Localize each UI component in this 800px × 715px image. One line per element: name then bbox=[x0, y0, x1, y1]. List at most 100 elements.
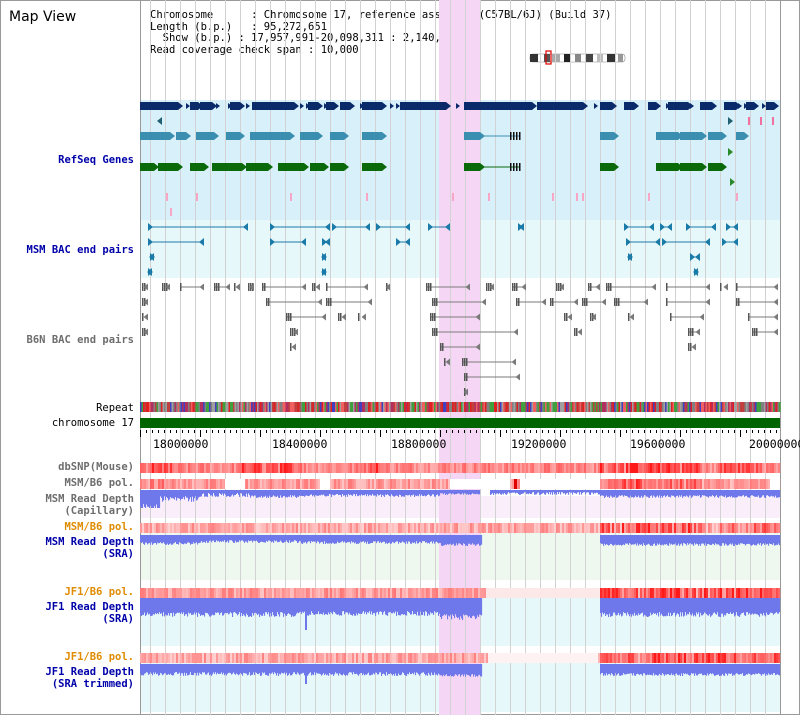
track-label-chromosome: chromosome 17 bbox=[51, 417, 134, 429]
track-label-jf1-depth-sra[interactable]: JF1 Read Depth (SRA) bbox=[45, 601, 134, 625]
track-label-jf1-depth-trimmed[interactable]: JF1 Read Depth (SRA trimmed) bbox=[45, 666, 134, 690]
depth-bar bbox=[203, 535, 205, 543]
depth-bar bbox=[175, 490, 177, 498]
feature-arrow bbox=[695, 328, 700, 336]
gene-arrow bbox=[214, 132, 219, 140]
heat-cell bbox=[146, 463, 149, 473]
depth-bar bbox=[637, 535, 639, 544]
depth-bar bbox=[751, 535, 753, 546]
depth-bar bbox=[706, 598, 708, 615]
track-label-msm-depth-sra[interactable]: MSM Read Depth (SRA) bbox=[45, 536, 134, 560]
depth-bar bbox=[589, 490, 591, 495]
depth-bar bbox=[619, 664, 621, 676]
feature-arrow bbox=[428, 223, 433, 231]
repeat-mark bbox=[413, 402, 415, 412]
track-label-b6n-bac[interactable]: B6N BAC end pairs bbox=[26, 334, 134, 346]
heat-cell bbox=[448, 463, 451, 473]
depth-bar bbox=[455, 535, 457, 546]
depth-bar bbox=[369, 535, 371, 544]
repeat-mark bbox=[359, 402, 361, 412]
heat-cell bbox=[662, 653, 665, 663]
repeat-mark bbox=[278, 402, 280, 412]
depth-bar bbox=[182, 598, 184, 615]
feature-arrow bbox=[475, 343, 480, 351]
depth-bar bbox=[179, 490, 181, 499]
track-label-jf1-b6-pol-2[interactable]: JF1/B6 pol. bbox=[64, 651, 134, 663]
depth-bar bbox=[729, 598, 731, 614]
heat-cell bbox=[466, 463, 469, 473]
depth-bar bbox=[529, 490, 531, 494]
heat-cell bbox=[652, 588, 655, 598]
bac-end-mark bbox=[606, 283, 608, 291]
heat-cell bbox=[718, 588, 721, 598]
depth-bar bbox=[625, 664, 627, 675]
depth-bar bbox=[324, 535, 326, 542]
repeat-mark bbox=[275, 402, 277, 412]
depth-bar bbox=[535, 490, 537, 495]
feature-arrow bbox=[475, 313, 480, 321]
depth-bar bbox=[321, 598, 323, 614]
depth-bar bbox=[188, 664, 190, 676]
depth-bar bbox=[636, 664, 638, 675]
heat-cell bbox=[342, 463, 345, 473]
heat-cell bbox=[208, 588, 211, 598]
depth-bar bbox=[739, 490, 741, 497]
repeat-mark bbox=[725, 402, 727, 412]
depth-bar bbox=[683, 598, 685, 617]
depth-bar bbox=[408, 490, 410, 496]
heat-cell bbox=[456, 653, 459, 663]
heat-cell bbox=[688, 588, 691, 598]
repeat-mark bbox=[251, 402, 253, 412]
track-label-jf1-b6-pol-1[interactable]: JF1/B6 pol. bbox=[64, 586, 134, 598]
track-label-msm-b6-pol-1[interactable]: MSM/B6 pol. bbox=[64, 477, 134, 489]
heat-cell bbox=[174, 463, 177, 473]
heat-cell bbox=[192, 479, 195, 489]
track-label-msm-depth-capillary[interactable]: MSM Read Depth (Capillary) bbox=[45, 493, 134, 517]
depth-bar bbox=[475, 664, 477, 677]
heat-cell bbox=[218, 463, 221, 473]
heat-cell bbox=[676, 463, 679, 473]
heat-cell bbox=[722, 479, 725, 489]
depth-bar bbox=[354, 598, 356, 616]
depth-bar bbox=[156, 598, 158, 615]
heat-cell bbox=[762, 588, 765, 598]
heat-cell bbox=[694, 463, 697, 473]
heat-cell bbox=[158, 479, 161, 489]
depth-bar bbox=[288, 664, 290, 675]
depth-bar bbox=[580, 490, 582, 493]
track-label-msm-b6-pol-2[interactable]: MSM/B6 pol. bbox=[64, 521, 134, 533]
heat-cell bbox=[530, 523, 533, 533]
heat-cell bbox=[606, 523, 609, 533]
depth-bar bbox=[721, 664, 723, 676]
heat-cell bbox=[180, 463, 183, 473]
feature-arrow bbox=[690, 103, 694, 109]
depth-bar bbox=[697, 664, 699, 676]
track-label-refseq-genes[interactable]: RefSeq Genes bbox=[58, 154, 134, 166]
track-label-msm-bac[interactable]: MSM BAC end pairs bbox=[26, 244, 134, 256]
repeat-mark bbox=[311, 402, 313, 412]
heat-cell bbox=[722, 653, 725, 663]
depth-bar bbox=[646, 598, 648, 617]
heat-cell bbox=[172, 463, 175, 473]
depth-bar bbox=[290, 598, 292, 615]
depth-bar bbox=[413, 535, 415, 544]
gene-block bbox=[708, 163, 722, 171]
heat-cell bbox=[508, 523, 511, 533]
feature-arrow bbox=[165, 283, 170, 291]
depth-bar bbox=[674, 490, 676, 497]
depth-bar bbox=[422, 535, 424, 542]
heat-cell bbox=[344, 479, 347, 489]
feature-arrow bbox=[444, 103, 448, 109]
heat-cell bbox=[646, 463, 649, 473]
depth-bar bbox=[280, 598, 282, 613]
repeat-mark bbox=[701, 402, 703, 412]
heat-cell bbox=[728, 588, 731, 598]
repeat-mark bbox=[401, 402, 403, 412]
depth-bar bbox=[765, 598, 767, 617]
gene-arrow bbox=[446, 102, 451, 110]
track-label-dbsnp[interactable]: dbSNP(Mouse) bbox=[58, 461, 134, 473]
depth-bar bbox=[388, 535, 390, 543]
gene-block bbox=[464, 163, 480, 171]
